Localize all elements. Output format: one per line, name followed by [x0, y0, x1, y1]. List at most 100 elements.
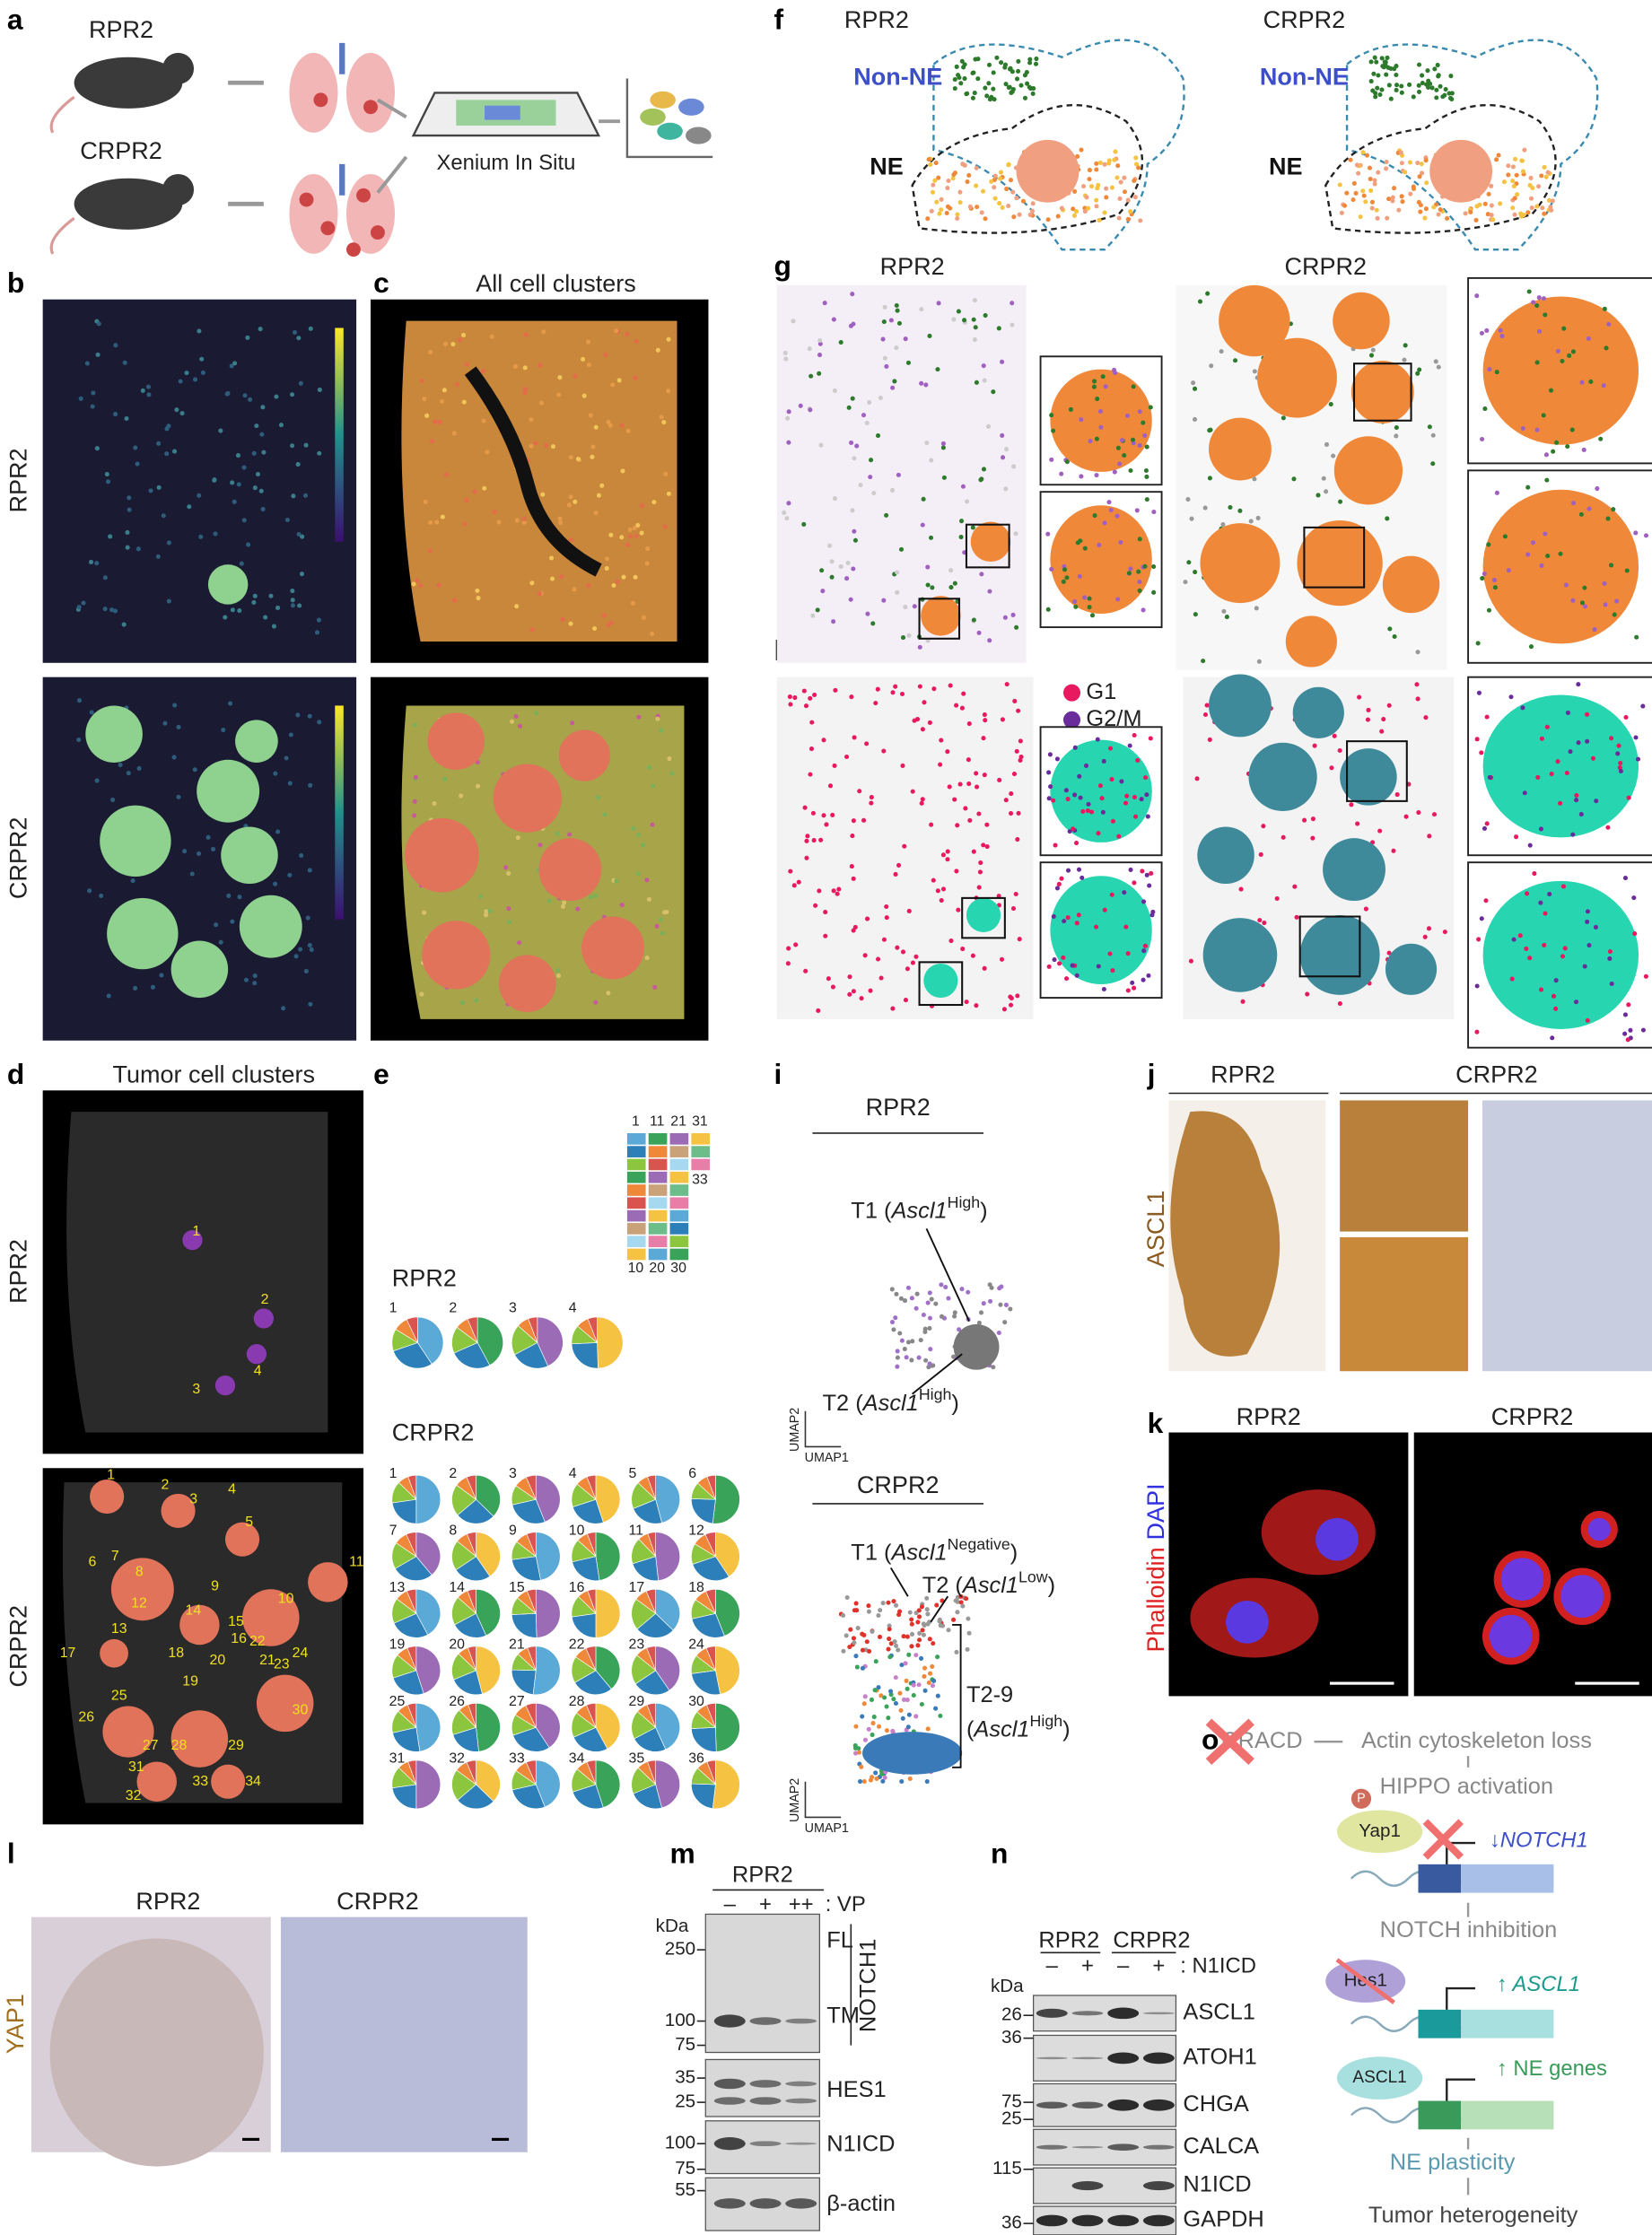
- cell-dot: [1051, 428, 1056, 433]
- cell-dot: [813, 903, 818, 908]
- cell-dot: [1530, 186, 1535, 191]
- cell-dot: [1606, 321, 1612, 327]
- cell-dot: [962, 76, 967, 82]
- band: [1036, 2214, 1068, 2227]
- cell-dot: [855, 1626, 861, 1631]
- cell-dot: [1144, 474, 1149, 479]
- cell-dot: [1482, 825, 1488, 831]
- lane-label: –: [1046, 1954, 1059, 1978]
- cell-dot: [1643, 973, 1648, 979]
- cell-dot: [586, 583, 591, 589]
- cell-dot: [1059, 205, 1064, 211]
- band: [749, 2097, 782, 2105]
- cell-dot: [1010, 89, 1015, 94]
- cell-dot: [852, 1742, 858, 1749]
- cell-dot: [1112, 469, 1117, 475]
- cell-dot: [798, 403, 803, 408]
- cell-dot: [1447, 95, 1454, 100]
- band: [1107, 2099, 1140, 2111]
- cell-dot: [1509, 976, 1515, 982]
- cell-dot: [1420, 81, 1425, 86]
- cell-dot: [894, 345, 899, 351]
- tumor-number: 11: [349, 1554, 364, 1569]
- cell-dot: [869, 1697, 874, 1702]
- cell-dot: [966, 757, 971, 763]
- tumor-region: [308, 1562, 348, 1602]
- cell-dot: [1068, 406, 1073, 412]
- tumor: [320, 221, 336, 236]
- pie-number: 35: [629, 1750, 645, 1766]
- cell-dot: [601, 613, 607, 618]
- pathway-step: Actin cytoskeleton loss: [1361, 1728, 1592, 1753]
- cell-dot: [1065, 797, 1071, 802]
- cell-dot: [1059, 471, 1064, 476]
- cell-dot: [933, 1301, 939, 1306]
- cell-dot: [832, 763, 837, 768]
- cell-dot: [979, 210, 984, 215]
- tumor-number: 3: [192, 1382, 200, 1397]
- cell-dot: [905, 1340, 912, 1345]
- pie-wedge: [595, 1759, 621, 1808]
- cell-dot: [1045, 217, 1051, 223]
- cell-dot: [818, 837, 824, 842]
- cell-dot: [1078, 795, 1083, 800]
- tumor-region: [1200, 523, 1281, 604]
- cell-dot: [894, 302, 899, 309]
- band-label: β-actin: [826, 2191, 896, 2216]
- cell-dot: [76, 738, 82, 743]
- pie-wedge: [692, 1556, 730, 1582]
- cell-dot: [91, 390, 96, 396]
- cell-dot: [1135, 757, 1141, 764]
- cell-dot: [871, 1715, 877, 1720]
- cell-dot: [998, 1302, 1003, 1307]
- cell-dot: [1185, 496, 1191, 502]
- cell-dot: [854, 443, 860, 449]
- cell-dot: [1568, 749, 1573, 755]
- pie-number: 13: [389, 1580, 406, 1595]
- cell-dot: [1125, 216, 1131, 222]
- pie-wedge: [511, 1784, 546, 1810]
- legend-number: 11: [650, 1113, 665, 1129]
- group-label: CRPR2: [1263, 6, 1346, 33]
- cell-dot: [284, 755, 289, 761]
- tumor-region: [253, 1308, 274, 1329]
- cell-dot: [1634, 634, 1639, 640]
- cell-dot: [413, 774, 418, 780]
- cell-dot: [1110, 968, 1115, 973]
- mouse-tail: [49, 216, 75, 255]
- cell-dot: [1585, 909, 1590, 914]
- cell-dot: [1485, 212, 1490, 217]
- cell-dot: [581, 356, 586, 362]
- cell-dot: [830, 812, 835, 818]
- legend-swatch: [626, 1184, 646, 1196]
- legend-swatch: [669, 1146, 689, 1157]
- cell-dot: [1631, 895, 1637, 901]
- cell-dot: [1388, 65, 1394, 72]
- cell-dot: [290, 603, 295, 608]
- cell-dot: [1403, 343, 1408, 348]
- cell-dot: [1506, 172, 1511, 178]
- cell-dot: [920, 522, 925, 528]
- tumor-region: [1285, 615, 1337, 668]
- cell-dot: [1015, 993, 1020, 999]
- cell-dot: [1097, 160, 1103, 165]
- cell-dot: [1415, 696, 1420, 702]
- cell-dot: [867, 399, 872, 406]
- knockout-x: [1205, 1718, 1254, 1765]
- cell-dot: [197, 851, 202, 856]
- pointer: [912, 1227, 971, 1395]
- cell-dot: [164, 426, 170, 432]
- band: [713, 2014, 746, 2028]
- cell-dot: [1014, 748, 1019, 754]
- cell-dot: [905, 1634, 910, 1639]
- cell-dot: [1440, 94, 1446, 100]
- cell-dot: [164, 451, 170, 457]
- cell-dot: [1034, 56, 1039, 62]
- cell-dot: [1017, 937, 1022, 942]
- cell-dot: [1365, 717, 1370, 722]
- cell-dot: [1476, 690, 1482, 695]
- cell-dot: [1419, 162, 1424, 167]
- cell-dot: [89, 710, 94, 715]
